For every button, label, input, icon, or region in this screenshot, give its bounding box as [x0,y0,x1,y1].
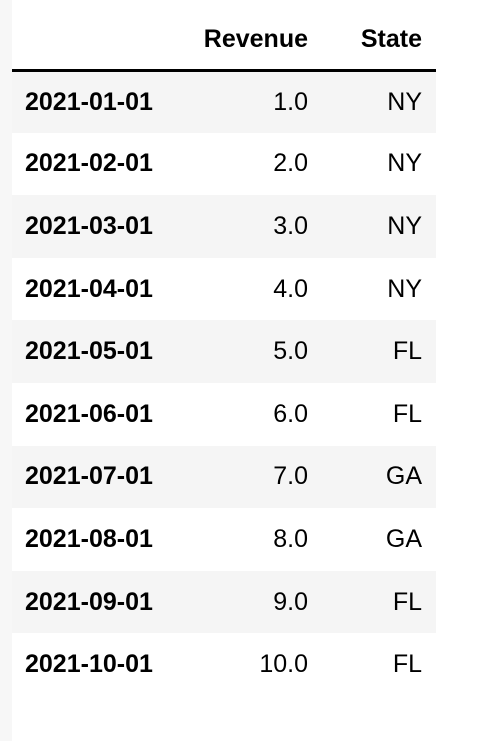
row-index-cell: 2021-10-01 [25,650,153,679]
revenue-cell: 7.0 [273,462,308,491]
revenue-cell: 4.0 [273,274,308,303]
state-cell: GA [385,524,422,553]
table-row: 2021-10-01 10.0 FL [12,633,436,696]
column-header-revenue: Revenue [200,10,322,72]
table-row: 2021-03-01 3.0 NY [12,195,436,258]
row-index-cell: 2021-03-01 [25,211,153,240]
state-cell: NY [387,149,422,178]
table-row: 2021-04-01 4.0 NY [12,257,436,321]
table-header: Revenue State [12,10,436,72]
row-index-cell: 2021-01-01 [25,87,153,116]
revenue-cell: 6.0 [273,399,308,428]
row-index-cell: 2021-02-01 [25,149,153,178]
dataframe-table: Revenue State 2021-01-01 1.0 NY 2021-02-… [12,10,436,696]
table-row: 2021-07-01 7.0 GA [12,445,436,509]
row-index-cell: 2021-08-01 [25,524,153,553]
revenue-cell: 10.0 [259,650,308,679]
table-row: 2021-09-01 9.0 FL [12,570,436,634]
table-row: 2021-01-01 1.0 NY [12,70,436,133]
table-row: 2021-05-01 5.0 FL [12,320,436,383]
revenue-cell: 8.0 [273,524,308,553]
left-gutter [0,0,12,741]
state-cell: NY [387,211,422,240]
revenue-cell: 5.0 [273,337,308,366]
table-row: 2021-02-01 2.0 NY [12,132,436,196]
revenue-cell: 2.0 [273,149,308,178]
header-row: Revenue State [12,10,436,72]
state-cell: FL [392,650,422,679]
table-row: 2021-08-01 8.0 GA [12,508,436,571]
state-cell: NY [387,87,422,116]
revenue-cell: 3.0 [273,211,308,240]
row-index-cell: 2021-07-01 [25,462,153,491]
state-cell: FL [392,399,422,428]
column-header-state: State [322,10,436,72]
table-body: 2021-01-01 1.0 NY 2021-02-01 2.0 NY 2021… [12,70,436,696]
row-index-cell: 2021-06-01 [25,399,153,428]
state-cell: GA [385,462,422,491]
state-cell: NY [387,274,422,303]
table-row: 2021-06-01 6.0 FL [12,382,436,446]
revenue-cell: 1.0 [273,87,308,116]
state-cell: FL [392,337,422,366]
row-index-cell: 2021-04-01 [25,274,153,303]
row-index-cell: 2021-09-01 [25,587,153,616]
revenue-cell: 9.0 [273,587,308,616]
index-header-cell [12,10,200,72]
row-index-cell: 2021-05-01 [25,337,153,366]
state-cell: FL [392,587,422,616]
